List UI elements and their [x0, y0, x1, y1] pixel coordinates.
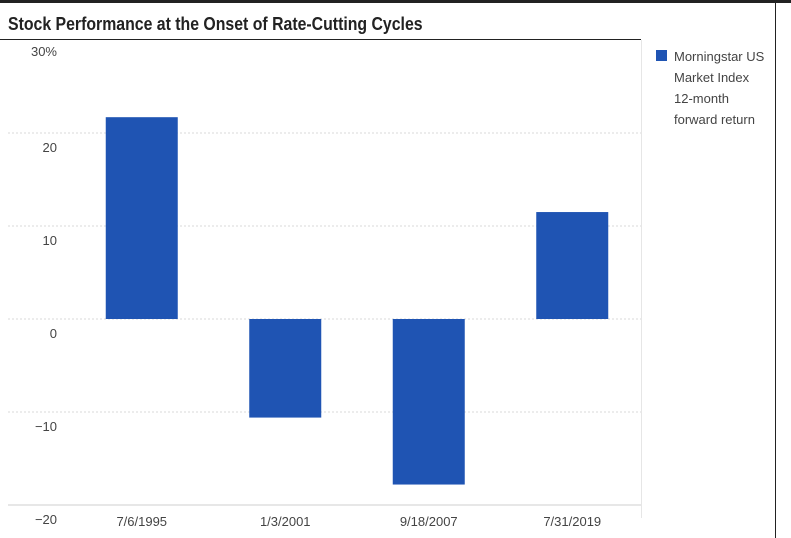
- y-tick-label: 0: [50, 326, 57, 341]
- bar: [536, 212, 609, 319]
- legend-swatch: [656, 50, 667, 61]
- y-axis-ticks: 30% 20 10 0 −10 −20: [31, 44, 57, 527]
- bar: [392, 319, 465, 485]
- bars: [105, 117, 609, 485]
- y-tick-label: 30%: [31, 44, 57, 59]
- x-tick-label: 1/3/2001: [260, 514, 311, 529]
- legend: Morningstar US Market Index 12-month for…: [656, 46, 766, 130]
- bar-chart: 30% 20 10 0 −10 −20 7/6/1995 1/3/2001 9/18/2007…: [8, 44, 641, 529]
- right-edge-rule: [775, 0, 776, 538]
- x-tick-label: 7/31/2019: [543, 514, 601, 529]
- x-tick-label: 9/18/2007: [400, 514, 458, 529]
- legend-divider: [641, 40, 642, 518]
- y-tick-label: −20: [35, 512, 57, 527]
- x-axis-labels: 7/6/1995 1/3/2001 9/18/2007 7/31/2019: [116, 514, 601, 529]
- y-tick-label: 10: [43, 233, 57, 248]
- x-tick-label: 7/6/1995: [116, 514, 167, 529]
- bar: [105, 117, 178, 319]
- legend-label: Morningstar US Market Index 12-month for…: [674, 49, 765, 127]
- top-rule: [0, 0, 791, 3]
- bar: [249, 319, 322, 418]
- chart-title: Stock Performance at the Onset of Rate-C…: [8, 14, 423, 34]
- y-tick-label: −10: [35, 419, 57, 434]
- title-rule: [0, 39, 641, 40]
- y-tick-label: 20: [43, 140, 57, 155]
